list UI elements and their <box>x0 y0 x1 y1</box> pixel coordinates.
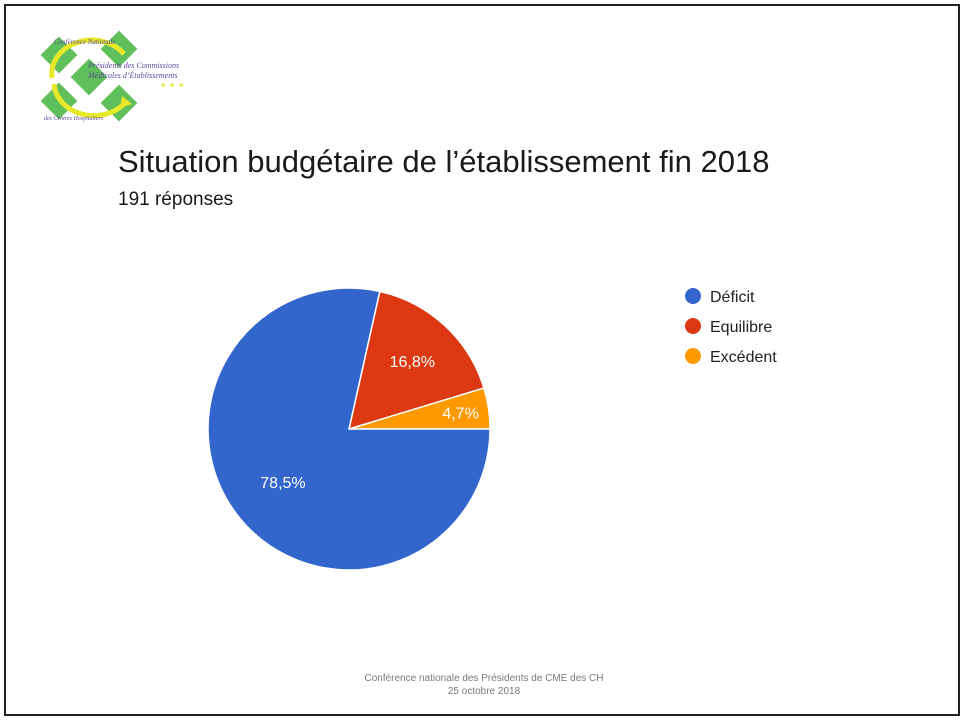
pie-slices <box>208 288 490 570</box>
slide-footer: Conférence nationale des Présidents de C… <box>300 672 668 698</box>
legend-marker-2 <box>685 348 701 364</box>
legend-label-2: Excédent <box>710 349 777 366</box>
pie-chart: 4,7% 16,8% 78,5% Déficit Equilibre Excédent <box>0 0 968 722</box>
pie-label-1: 16,8% <box>390 354 435 371</box>
legend-marker-1 <box>685 318 701 334</box>
chart-legend: Déficit Equilibre Excédent <box>685 288 777 366</box>
footer-line2: 25 octobre 2018 <box>300 685 668 698</box>
pie-label-2: 4,7% <box>442 405 478 422</box>
legend-label-1: Equilibre <box>710 319 772 336</box>
footer-line1: Conférence nationale des Présidents de C… <box>300 672 668 685</box>
pie-label-0: 78,5% <box>260 475 305 492</box>
legend-label-0: Déficit <box>710 289 755 306</box>
legend-marker-0 <box>685 288 701 304</box>
